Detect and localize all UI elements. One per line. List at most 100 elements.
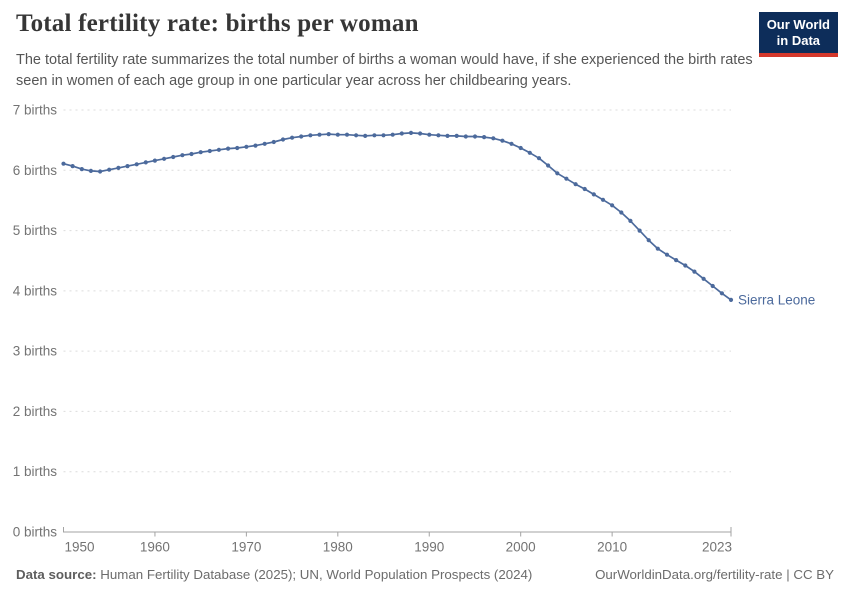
data-point-marker[interactable] [116, 165, 121, 170]
chart-title: Total fertility rate: births per woman [16, 10, 419, 37]
y-axis-tick-label: 7 births [13, 103, 58, 118]
data-point-marker[interactable] [326, 132, 331, 137]
data-point-marker[interactable] [536, 156, 542, 161]
data-point-marker[interactable] [88, 168, 93, 173]
data-point-marker[interactable] [555, 171, 560, 176]
chart-subtitle: The total fertility rate summarizes the … [16, 52, 753, 89]
x-axis-tick-label: 1990 [414, 540, 444, 555]
data-point-marker[interactable] [610, 203, 615, 208]
data-point-marker[interactable] [728, 297, 734, 302]
data-point-marker[interactable] [344, 132, 350, 137]
data-point-marker[interactable] [354, 133, 359, 138]
data-point-marker[interactable] [79, 167, 84, 172]
data-point-marker[interactable] [61, 161, 66, 166]
data-point-marker[interactable] [683, 263, 688, 268]
data-point-marker[interactable] [710, 283, 715, 289]
data-point-marker[interactable] [107, 167, 112, 172]
data-point-marker[interactable] [546, 163, 551, 168]
data-point-marker[interactable] [363, 133, 368, 138]
x-axis-tick-label: 1960 [140, 540, 170, 555]
data-point-marker[interactable] [692, 269, 697, 274]
data-point-marker[interactable] [591, 192, 596, 197]
data-point-marker[interactable] [280, 137, 286, 142]
x-axis-tick-label: 2023 [702, 540, 732, 555]
data-point-marker[interactable] [628, 218, 633, 223]
data-point-marker[interactable] [399, 131, 404, 136]
data-point-marker[interactable] [427, 132, 432, 137]
data-point-marker[interactable] [564, 176, 569, 181]
data-point-marker[interactable] [262, 141, 267, 146]
data-point-marker[interactable] [162, 156, 167, 161]
data-point-marker[interactable] [418, 131, 423, 136]
y-axis-tick-label: 4 births [13, 283, 58, 298]
credit: OurWorldinData.org/fertility-rate | CC B… [595, 567, 834, 582]
owid-logo-line2: in Data [776, 33, 821, 49]
owid-logo[interactable]: Our World in Data [758, 12, 838, 57]
data-point-marker[interactable] [454, 133, 459, 138]
data-point-marker[interactable] [244, 144, 249, 149]
data-point-marker[interactable] [719, 291, 725, 296]
data-point-marker[interactable] [518, 145, 523, 151]
data-point-marker[interactable] [180, 153, 185, 158]
data-point-marker[interactable] [655, 246, 660, 251]
data-point-marker[interactable] [271, 139, 276, 145]
data-point-marker[interactable] [372, 133, 377, 138]
data-point-marker[interactable] [207, 148, 212, 154]
data-point-marker[interactable] [226, 146, 231, 151]
data-point-marker[interactable] [381, 133, 386, 138]
data-point-marker[interactable] [664, 252, 670, 257]
data-point-marker[interactable] [472, 134, 478, 139]
data-point-marker[interactable] [335, 132, 340, 137]
y-axis-tick-label: 1 births [13, 464, 58, 479]
data-point-marker[interactable] [235, 145, 240, 151]
data-point-marker[interactable] [701, 276, 706, 281]
data-source: Data source: Human Fertility Database (2… [16, 567, 532, 582]
credit-link[interactable]: OurWorldinData.org/fertility-rate [595, 567, 783, 582]
data-point-marker[interactable] [674, 258, 679, 263]
x-axis-tick-label: 2010 [597, 540, 627, 555]
data-point-marker[interactable] [509, 141, 514, 146]
data-point-marker[interactable] [527, 150, 532, 155]
data-point-marker[interactable] [189, 151, 194, 157]
x-axis-tick-label: 1950 [65, 540, 95, 555]
data-point-marker[interactable] [98, 169, 103, 174]
data-point-marker[interactable] [308, 133, 313, 138]
data-point-marker[interactable] [646, 238, 651, 243]
data-point-marker[interactable] [70, 164, 75, 169]
credit-separator: | [782, 567, 794, 582]
data-point-marker[interactable] [171, 154, 176, 160]
data-point-marker[interactable] [436, 133, 441, 138]
x-axis-tick-label: 1970 [231, 540, 261, 555]
data-point-marker[interactable] [143, 160, 148, 165]
data-point-marker[interactable] [619, 210, 624, 215]
data-point-marker[interactable] [582, 186, 587, 192]
data-source-label: Data source: [16, 567, 97, 582]
x-axis-tick-label: 1980 [323, 540, 353, 555]
data-point-marker[interactable] [317, 132, 322, 137]
data-point-marker[interactable] [600, 197, 606, 202]
y-axis-tick-label: 5 births [13, 223, 58, 238]
data-point-marker[interactable] [573, 182, 578, 187]
data-point-marker[interactable] [290, 135, 295, 140]
data-point-marker[interactable] [500, 138, 505, 143]
series-entity-label[interactable]: Sierra Leone [738, 292, 815, 307]
credit-license-link[interactable]: CC BY [793, 567, 834, 582]
data-point-marker[interactable] [491, 136, 496, 141]
data-point-marker[interactable] [125, 164, 130, 169]
data-source-text: Human Fertility Database (2025); UN, Wor… [96, 567, 533, 582]
data-point-marker[interactable] [198, 150, 203, 155]
data-point-marker[interactable] [253, 143, 258, 148]
owid-logo-line1: Our World [766, 17, 830, 32]
data-point-marker[interactable] [299, 134, 304, 139]
y-axis-tick-label: 3 births [13, 344, 58, 359]
data-point-marker[interactable] [463, 134, 468, 139]
data-point-marker[interactable] [152, 158, 157, 163]
data-point-marker[interactable] [390, 132, 395, 137]
data-point-marker[interactable] [216, 147, 221, 152]
data-point-marker[interactable] [482, 135, 487, 140]
data-point-marker[interactable] [134, 162, 139, 167]
data-point-marker[interactable] [408, 130, 414, 135]
data-point-marker[interactable] [637, 228, 642, 233]
data-point-marker[interactable] [445, 133, 450, 138]
